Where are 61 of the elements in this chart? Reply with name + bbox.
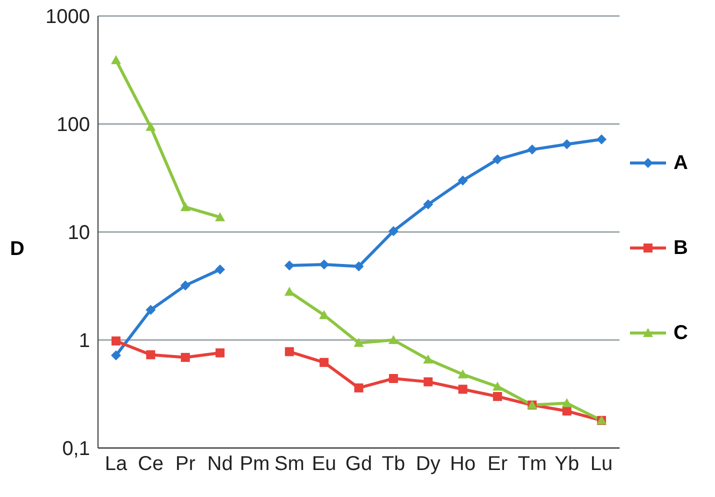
x-tick-label: Tm — [518, 453, 547, 476]
point — [596, 134, 607, 144]
point — [492, 382, 502, 391]
point — [284, 260, 294, 270]
x-tick-label: Eu — [312, 453, 336, 476]
point — [111, 55, 121, 64]
point — [320, 358, 329, 367]
point — [562, 139, 572, 150]
point — [180, 352, 190, 362]
point — [180, 280, 190, 290]
y-tick-label: 0,1 — [62, 438, 90, 460]
point — [354, 338, 364, 347]
point — [492, 154, 502, 164]
point — [527, 144, 538, 155]
x-tick-label: Sm — [274, 453, 304, 476]
x-tick-label: Pm — [240, 453, 270, 476]
point — [180, 202, 190, 212]
point — [215, 264, 226, 274]
x-tick-label: Ho — [450, 453, 476, 476]
x-tick-label: Tb — [382, 453, 406, 476]
x-tick-label: Gd — [345, 453, 372, 476]
point — [111, 350, 121, 360]
point — [458, 369, 468, 378]
x-tick-label: Nd — [207, 453, 233, 476]
point — [388, 335, 398, 344]
point — [424, 377, 433, 386]
point — [284, 286, 294, 296]
point — [146, 304, 156, 315]
y-tick-label: 1000 — [46, 6, 90, 28]
point — [458, 175, 468, 186]
y-tick-label: 100 — [56, 114, 90, 136]
point — [284, 347, 294, 356]
point — [423, 354, 434, 364]
point — [216, 348, 225, 358]
point — [493, 392, 502, 401]
point — [458, 384, 468, 394]
x-tick-label: Er — [488, 453, 508, 476]
point — [354, 383, 364, 392]
x-tick-label: Dy — [416, 453, 440, 476]
point — [146, 122, 156, 131]
point — [388, 226, 398, 236]
point — [319, 260, 330, 270]
legend-label: B — [674, 236, 688, 260]
legend-label: C — [674, 322, 688, 344]
point — [562, 398, 572, 408]
y-axis-title: D — [10, 238, 24, 261]
point — [215, 212, 226, 222]
x-tick-label: La — [104, 453, 128, 476]
x-tick-label: Ce — [138, 453, 164, 476]
point — [146, 350, 156, 360]
point — [112, 336, 120, 346]
x-tick-label: Yb — [554, 453, 580, 476]
point — [562, 406, 572, 416]
y-tick-label: 10 — [68, 222, 90, 244]
legend-label: A — [674, 152, 688, 174]
x-tick-label: Pr — [175, 453, 196, 476]
point — [423, 199, 434, 210]
y-tick-label: 1 — [78, 330, 90, 352]
point — [354, 261, 364, 272]
point — [388, 374, 398, 384]
x-tick-label: Lu — [590, 453, 613, 476]
